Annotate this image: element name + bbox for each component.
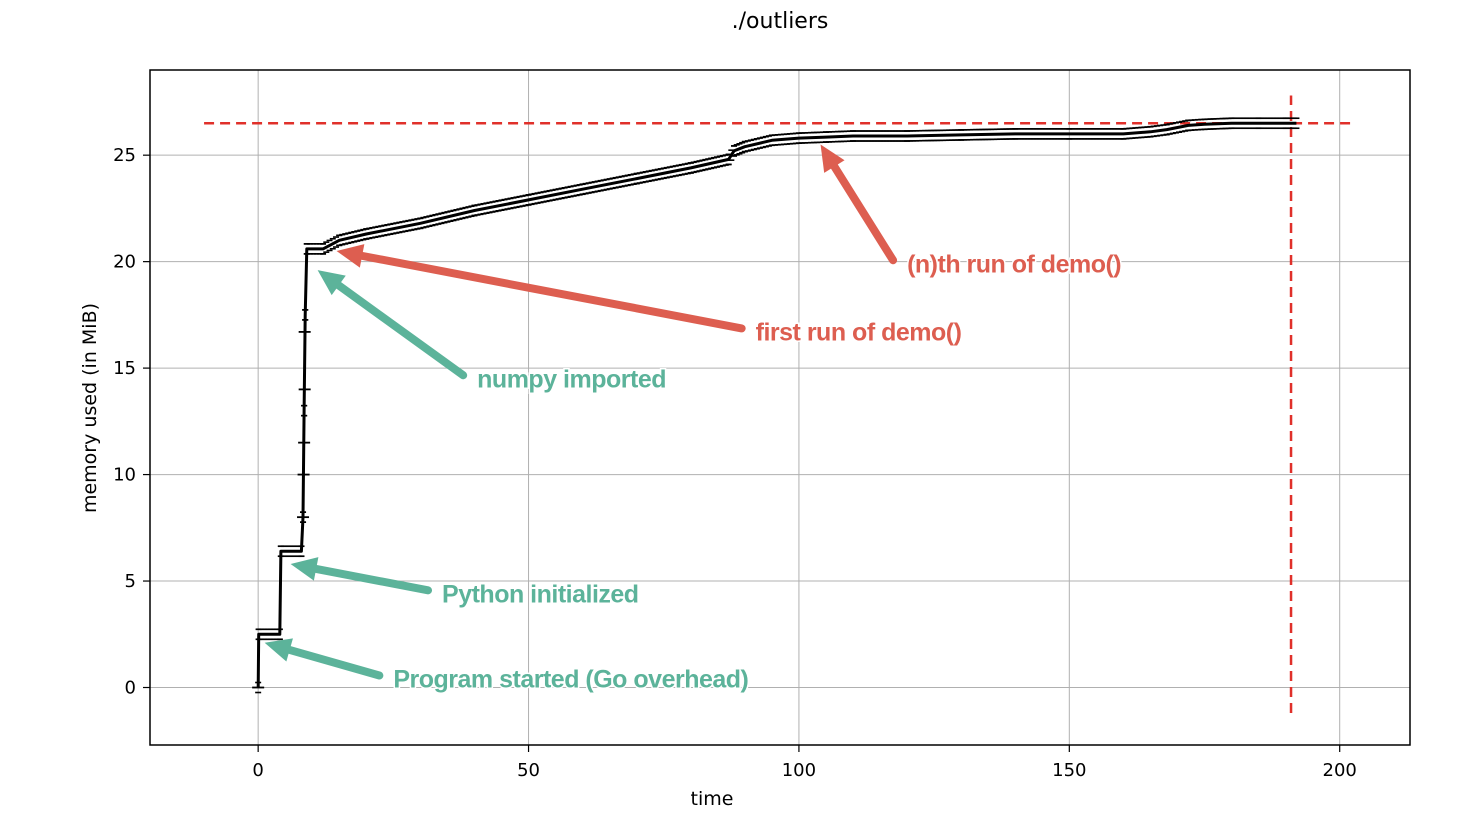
y-tick-label: 15 — [113, 358, 136, 379]
annotation-arrow-head — [820, 144, 845, 173]
annotation-arrow-shaft — [358, 251, 746, 333]
axis-ticks: 0 50 100 150 200 0 5 10 15 20 25 — [113, 145, 1357, 781]
series-layer — [252, 117, 1300, 694]
annotation-arrow-shaft — [830, 162, 898, 265]
y-axis-label: memory used (in MiB) — [79, 303, 101, 513]
x-axis-label: time — [691, 788, 734, 810]
annotation-label: numpy imported — [477, 365, 666, 393]
chart-title: ./outliers — [732, 9, 829, 34]
annotation-label: (n)th run of demo() — [907, 250, 1121, 278]
annotation-arrow-shaft — [285, 645, 384, 680]
annotation-arrow-head — [317, 270, 346, 296]
annotation-arrow-shaft — [312, 564, 433, 595]
grid — [150, 70, 1410, 745]
y-tick-label: 25 — [113, 145, 136, 166]
annotation-label: first run of demo() — [756, 318, 962, 346]
x-tick-label: 0 — [252, 760, 263, 781]
x-tick-label: 150 — [1052, 760, 1086, 781]
y-tick-label: 5 — [125, 571, 136, 592]
annotation-arrow-head — [336, 244, 365, 268]
plot-frame — [149, 69, 1411, 746]
memory-series-line — [256, 121, 1297, 688]
annotation-arrow-head — [264, 638, 293, 662]
x-tick-label: 100 — [782, 760, 816, 781]
reference-lines — [204, 95, 1351, 714]
y-tick-label: 10 — [113, 465, 136, 486]
y-tick-label: 20 — [113, 252, 136, 273]
annotation-label: Python initialized — [442, 580, 639, 608]
annotation-arrow-head — [290, 557, 319, 581]
annotation-label: Program started (Go overhead) — [393, 666, 748, 694]
x-tick-label: 50 — [517, 760, 540, 781]
y-tick-label: 0 — [125, 678, 136, 699]
annotation-arrow-shaft — [334, 281, 468, 380]
x-tick-label: 200 — [1323, 760, 1357, 781]
annotations: Program started (Go overhead) Python init… — [264, 144, 1123, 695]
